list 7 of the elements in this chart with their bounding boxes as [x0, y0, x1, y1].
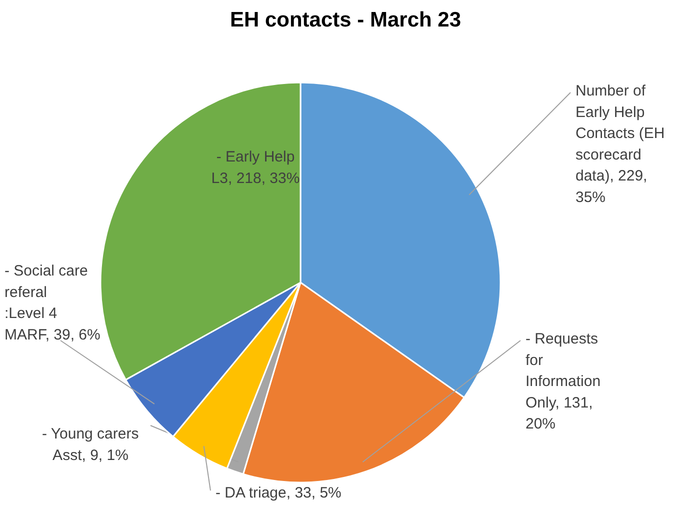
slice-label: - Early Help L3, 218, 33%	[211, 148, 300, 187]
chart-title: EH contacts - March 23	[230, 8, 462, 32]
slice-label: - DA triage, 33, 5%	[216, 484, 342, 502]
slice-label: Number of Early Help Contacts (EH scorecard data), 229, 35%	[576, 82, 665, 206]
slice-label: - Young carers Asst, 9, 1%	[42, 426, 139, 464]
slice-label: - Requests for Information Only, 131, 20%	[526, 330, 601, 432]
slice-label: - Social care referal :Level 4 MARF, 39, 6%	[4, 262, 100, 344]
